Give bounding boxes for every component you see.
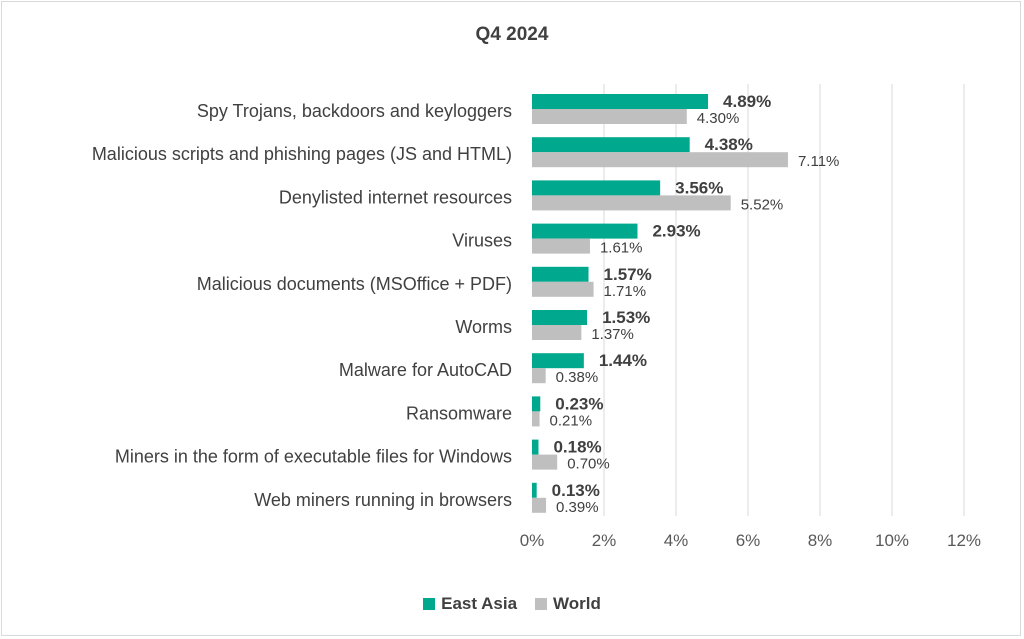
category-label: Ransomware [406,403,512,423]
bar-east-asia [532,266,589,282]
chart-title: Q4 2024 [475,24,549,45]
legend-swatch-world [535,598,548,610]
data-label-world: 0.21% [550,412,593,429]
data-label-world: 5.52% [741,196,784,213]
legend-swatch-east-asia [423,598,436,610]
data-label-east-asia: 1.53% [602,308,650,327]
x-tick-label: 6% [736,531,761,550]
bar-world [532,368,546,384]
category-label: Spy Trojans, backdoors and keyloggers [197,101,512,121]
x-tick-label: 8% [808,531,833,550]
bar-world [532,152,788,168]
bar-east-asia [532,310,588,325]
category-label: Viruses [452,231,512,251]
bar-world [532,325,582,340]
bar-east-asia [532,353,584,369]
data-label-east-asia: 0.13% [552,481,600,500]
bar-world [532,238,590,254]
category-label: Worms [455,317,512,337]
bar-world [532,195,731,211]
data-label-world: 4.30% [697,110,740,127]
x-tick-label: 12% [947,531,981,550]
data-label-east-asia: 4.89% [723,92,771,111]
category-label: Malware for AutoCAD [339,360,512,380]
x-tick-label: 4% [664,531,689,550]
category-label: Miners in the form of executable files f… [115,447,512,467]
legend-item-east-asia: East Asia [423,594,517,614]
data-label-east-asia: 3.56% [675,178,723,197]
category-label: Malicious documents (MSOffice + PDF) [197,274,512,294]
x-tick-label: 10% [875,531,909,550]
data-label-east-asia: 0.18% [553,438,601,457]
bar-east-asia [532,94,709,109]
data-label-world: 0.70% [567,456,610,473]
data-label-world: 7.11% [798,153,839,170]
bar-east-asia [532,137,690,153]
category-label: Denylisted internet resources [279,187,512,207]
legend-label-world: World [553,594,601,613]
bar-world [532,454,558,470]
data-label-east-asia: 1.57% [604,265,652,284]
bar-world [532,411,540,427]
data-label-world: 1.71% [604,283,647,300]
x-tick-label: 2% [592,531,617,550]
data-label-east-asia: 2.93% [652,222,700,241]
bar-east-asia [532,482,537,498]
data-label-east-asia: 4.38% [705,135,753,154]
legend-item-world: World [535,594,601,614]
data-label-world: 0.38% [556,369,599,386]
data-label-east-asia: 1.44% [599,351,647,370]
bar-east-asia [532,439,539,455]
category-label: Web miners running in browsers [254,490,512,510]
bar-east-asia [532,180,661,196]
data-label-world: 1.61% [600,240,643,257]
bar-world [532,281,594,297]
bar-world [532,497,547,513]
legend-label-east-asia: East Asia [441,594,518,613]
bar-east-asia [532,223,638,239]
category-label: Malicious scripts and phishing pages (JS… [92,144,512,164]
bar-east-asia [532,396,541,412]
data-label-world: 0.39% [556,499,599,516]
data-label-world: 1.37% [591,326,634,343]
data-label-east-asia: 0.23% [555,394,603,413]
bar-world [532,109,687,124]
legend: East Asia World [0,594,1024,614]
x-tick-label: 0% [520,531,545,550]
